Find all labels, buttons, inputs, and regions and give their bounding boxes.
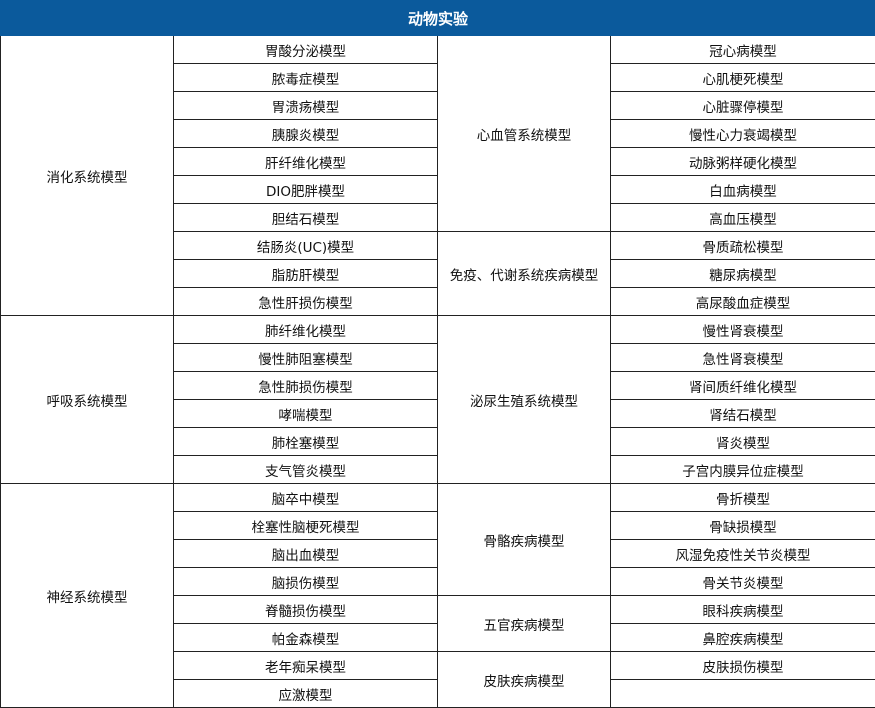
model-cell: 结肠炎(UC)模型 (174, 232, 438, 260)
model-cell: 慢性肾衰模型 (611, 316, 875, 344)
model-cell: 心肌梗死模型 (611, 64, 875, 92)
model-cell: 急性肾衰模型 (611, 344, 875, 372)
model-cell: 肾结石模型 (611, 400, 875, 428)
category-cell: 皮肤疾病模型 (438, 652, 611, 708)
model-cell: 骨折模型 (611, 484, 875, 512)
model-cell: 脂肪肝模型 (174, 260, 438, 288)
category-cell: 泌尿生殖系统模型 (438, 316, 611, 484)
model-cell: 脊髓损伤模型 (174, 596, 438, 624)
model-cell: 子宫内膜异位症模型 (611, 456, 875, 484)
model-cell: 肝纤维化模型 (174, 148, 438, 176)
model-cell: 慢性肺阻塞模型 (174, 344, 438, 372)
table-row: 神经系统模型脑卒中模型骨骼疾病模型骨折模型 (1, 484, 875, 512)
model-cell: 支气管炎模型 (174, 456, 438, 484)
model-cell: 白血病模型 (611, 176, 875, 204)
model-cell: 糖尿病模型 (611, 260, 875, 288)
category-cell: 心血管系统模型 (438, 36, 611, 232)
model-cell: 老年痴呆模型 (174, 652, 438, 680)
category-cell: 消化系统模型 (1, 36, 174, 316)
model-cell: 急性肝损伤模型 (174, 288, 438, 316)
category-cell: 骨骼疾病模型 (438, 484, 611, 596)
model-cell: 高血压模型 (611, 204, 875, 232)
model-cell: 动脉粥样硬化模型 (611, 148, 875, 176)
category-cell: 免疫、代谢系统疾病模型 (438, 232, 611, 316)
model-cell: 眼科疾病模型 (611, 596, 875, 624)
model-cell: 风湿免疫性关节炎模型 (611, 540, 875, 568)
model-cell: 哮喘模型 (174, 400, 438, 428)
model-cell: 急性肺损伤模型 (174, 372, 438, 400)
table-title: 动物实验 (1, 1, 875, 36)
model-cell: 慢性心力衰竭模型 (611, 120, 875, 148)
model-cell: 皮肤损伤模型 (611, 652, 875, 680)
model-cell: 冠心病模型 (611, 36, 875, 64)
model-cell: 脑卒中模型 (174, 484, 438, 512)
model-cell: 栓塞性脑梗死模型 (174, 512, 438, 540)
model-cell: 心脏骤停模型 (611, 92, 875, 120)
category-cell: 呼吸系统模型 (1, 316, 174, 484)
model-cell: 肾间质纤维化模型 (611, 372, 875, 400)
model-cell: 肺纤维化模型 (174, 316, 438, 344)
model-cell: 脓毒症模型 (174, 64, 438, 92)
model-cell: 应激模型 (174, 680, 438, 708)
model-cell: DIO肥胖模型 (174, 176, 438, 204)
table-row: 呼吸系统模型肺纤维化模型泌尿生殖系统模型慢性肾衰模型 (1, 316, 875, 344)
model-cell: 帕金森模型 (174, 624, 438, 652)
category-cell: 五官疾病模型 (438, 596, 611, 652)
model-cell: 骨质疏松模型 (611, 232, 875, 260)
model-cell: 胆结石模型 (174, 204, 438, 232)
model-cell: 胰腺炎模型 (174, 120, 438, 148)
model-cell: 脑损伤模型 (174, 568, 438, 596)
category-cell: 神经系统模型 (1, 484, 174, 708)
model-cell: 骨缺损模型 (611, 512, 875, 540)
model-cell: 胃溃疡模型 (174, 92, 438, 120)
table-row: 消化系统模型胃酸分泌模型心血管系统模型冠心病模型 (1, 36, 875, 64)
model-cell (611, 680, 875, 708)
model-cell: 脑出血模型 (174, 540, 438, 568)
model-cell: 肺栓塞模型 (174, 428, 438, 456)
model-cell: 鼻腔疾病模型 (611, 624, 875, 652)
model-cell: 高尿酸血症模型 (611, 288, 875, 316)
model-cell: 胃酸分泌模型 (174, 36, 438, 64)
model-cell: 肾炎模型 (611, 428, 875, 456)
model-cell: 骨关节炎模型 (611, 568, 875, 596)
